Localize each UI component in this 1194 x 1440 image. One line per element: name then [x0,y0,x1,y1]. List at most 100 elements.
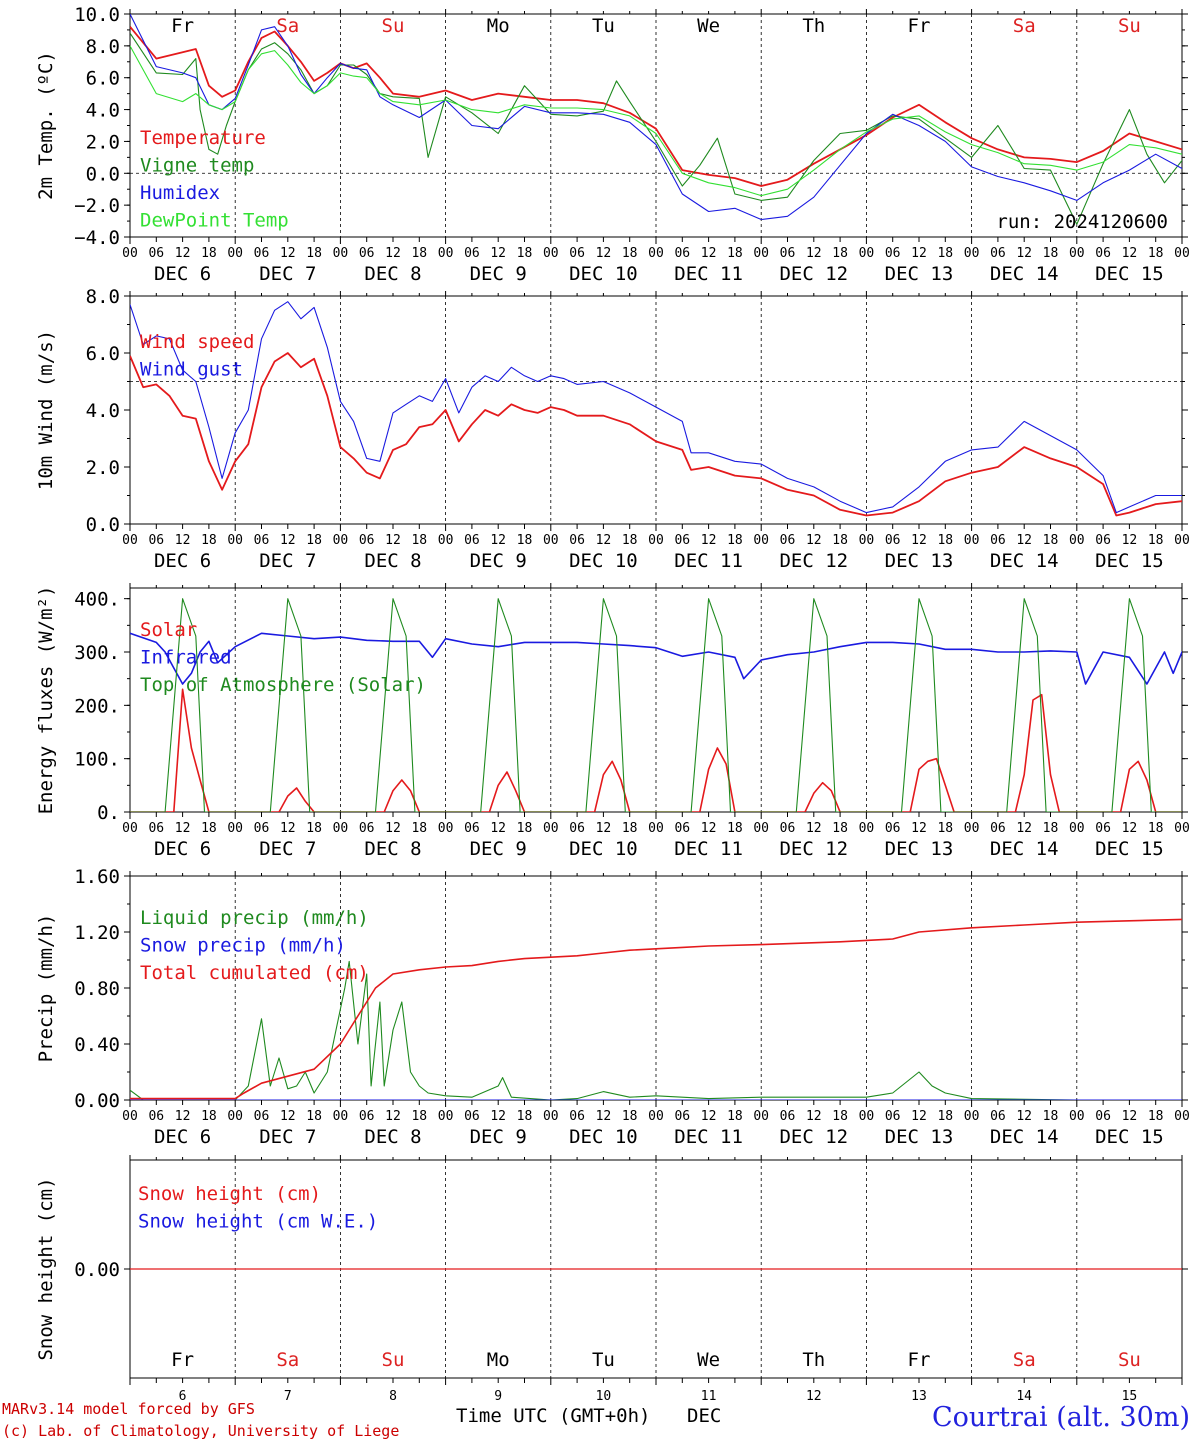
x-hour-label: 00 [859,533,875,548]
x-hour-label: 06 [148,821,164,836]
panel-wind: 8.0 6.0 4.0 2.0 0.0 10m Wind (m/s) 00 06 12 18 00 0… [35,286,1190,572]
x-hour-label: 06 [254,821,270,836]
legend-entry: Top of Atmosphere (Solar) [140,674,426,696]
day-name-label: Th [802,15,825,37]
y-tick-label: 0.0 [86,514,120,536]
x-hour-label: 18 [1043,246,1059,261]
x-date-label: DEC 11 [674,263,743,285]
y-tick-label: 10.0 [74,4,120,26]
day-number-label: 8 [389,1389,397,1404]
series-line-dewpoint-temp [130,45,1182,197]
x-hour-label: 12 [385,533,401,548]
x-hour-label: 00 [438,821,454,836]
x-hour-label: 18 [727,1109,743,1124]
x-hour-label: 12 [175,821,191,836]
x-hour-label: 12 [911,1109,927,1124]
x-hour-label: 06 [569,1109,585,1124]
x-date-label: DEC 11 [674,838,743,860]
legend-entry: Temperature [140,127,266,149]
x-hour-label: 06 [464,1109,480,1124]
x-hour-label: 06 [359,533,375,548]
x-date-label: DEC 14 [990,263,1059,285]
day-name-label: Sa [1013,15,1036,37]
x-hour-label: 12 [385,821,401,836]
x-date-label: DEC 13 [885,1126,954,1148]
x-hour-label: 12 [806,1109,822,1124]
x-hour-label: 00 [333,821,349,836]
legend-entry: Snow precip (mm/h) [140,935,346,957]
x-hour-label: 06 [780,1109,796,1124]
x-hour-label: 18 [937,246,953,261]
x-hour-label: 12 [490,246,506,261]
day-number-label: 12 [806,1389,822,1404]
x-date-label: DEC 9 [470,550,527,572]
x-hour-label: 06 [569,533,585,548]
x-date-label: DEC 13 [885,263,954,285]
x-hour-label: 06 [359,246,375,261]
x-hour-label: 12 [1122,821,1138,836]
x-date-label: DEC 15 [1095,550,1164,572]
x-hour-label: 00 [543,1109,559,1124]
run-annotation: run: 2024120600 [996,211,1168,233]
x-hour-label: 06 [1095,533,1111,548]
x-date-label: DEC 14 [990,550,1059,572]
y-tick-label: 4.0 [86,100,120,122]
x-date-label: DEC 15 [1095,263,1164,285]
day-name-label: Fr [171,15,194,37]
x-hour-label: 12 [806,246,822,261]
x-date-label: DEC 8 [364,838,421,860]
x-hour-label: 00 [753,1109,769,1124]
x-hour-label: 00 [122,821,138,836]
x-hour-label: 12 [1016,533,1032,548]
x-hour-label: 00 [333,1109,349,1124]
x-hour-label: 18 [1148,821,1164,836]
x-hour-label: 12 [1016,821,1032,836]
y-tick-label: 6.0 [86,343,120,365]
x-hour-label: 00 [859,1109,875,1124]
x-hour-label: 06 [254,246,270,261]
x-hour-label: 06 [885,533,901,548]
day-name-label: Fr [908,15,931,37]
x-date-label: DEC 7 [259,1126,316,1148]
plot-frame [129,587,1183,813]
day-name-label: Fr [908,1349,931,1371]
x-date-label: DEC 7 [259,838,316,860]
x-hour-label: 06 [569,246,585,261]
x-hour-label: 18 [1148,533,1164,548]
x-hour-label: 00 [753,533,769,548]
y-tick-label: 8.0 [86,36,120,58]
y-tick-label: 0.80 [74,978,120,1000]
x-date-label: DEC 10 [569,550,638,572]
y-tick-label: −4.0 [74,227,120,249]
series-line-vigne-temp [130,32,1182,225]
day-name-label: We [697,15,720,37]
x-hour-label: 12 [385,246,401,261]
x-hour-label: 18 [1148,246,1164,261]
x-hour-label: 18 [622,246,638,261]
day-name-label: Su [382,1349,405,1371]
x-date-label: DEC 8 [364,550,421,572]
plot-frame [129,13,1183,238]
x-hour-label: 06 [885,1109,901,1124]
x-hour-label: 06 [359,821,375,836]
x-hour-label: 18 [201,533,217,548]
x-hour-label: 12 [1122,533,1138,548]
y-tick-label: 1.20 [74,922,120,944]
series-line-liquid-precip-mm-h- [130,960,1182,1100]
y-axis-label: 2m Temp. (ºC) [35,51,57,200]
model-credit: MARv3.14 model forced by GFS [2,1400,255,1418]
x-hour-label: 18 [411,533,427,548]
x-hour-label: 12 [911,533,927,548]
x-hour-label: 12 [175,1109,191,1124]
x-hour-label: 12 [1122,246,1138,261]
x-hour-label: 12 [701,533,717,548]
panel-energy: 400. 300. 200. 100. 0. Energy fluxes (W/m²) 00… [35,583,1190,860]
x-date-label: DEC 7 [259,263,316,285]
x-hour-label: 12 [175,246,191,261]
x-date-label: DEC 13 [885,550,954,572]
x-hour-label: 06 [780,821,796,836]
x-hour-label: 00 [333,246,349,261]
x-hour-label: 00 [964,1109,980,1124]
x-hour-label: 00 [1069,821,1085,836]
x-hour-label: 12 [175,533,191,548]
